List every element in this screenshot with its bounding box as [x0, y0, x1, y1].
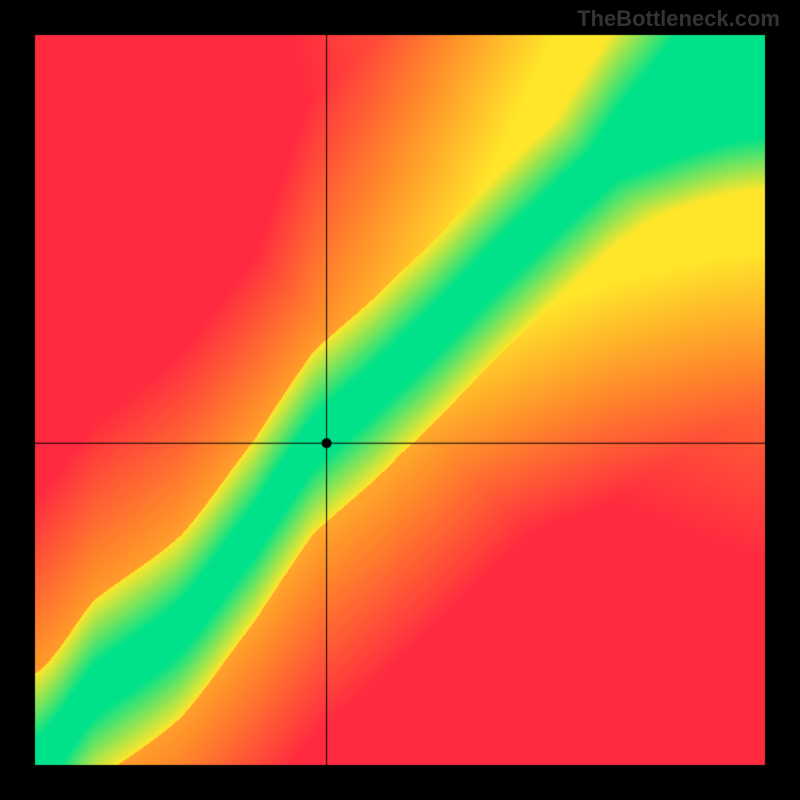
- bottleneck-heatmap-canvas: [0, 0, 800, 800]
- chart-container: TheBottleneck.com: [0, 0, 800, 800]
- watermark-text: TheBottleneck.com: [577, 6, 780, 32]
